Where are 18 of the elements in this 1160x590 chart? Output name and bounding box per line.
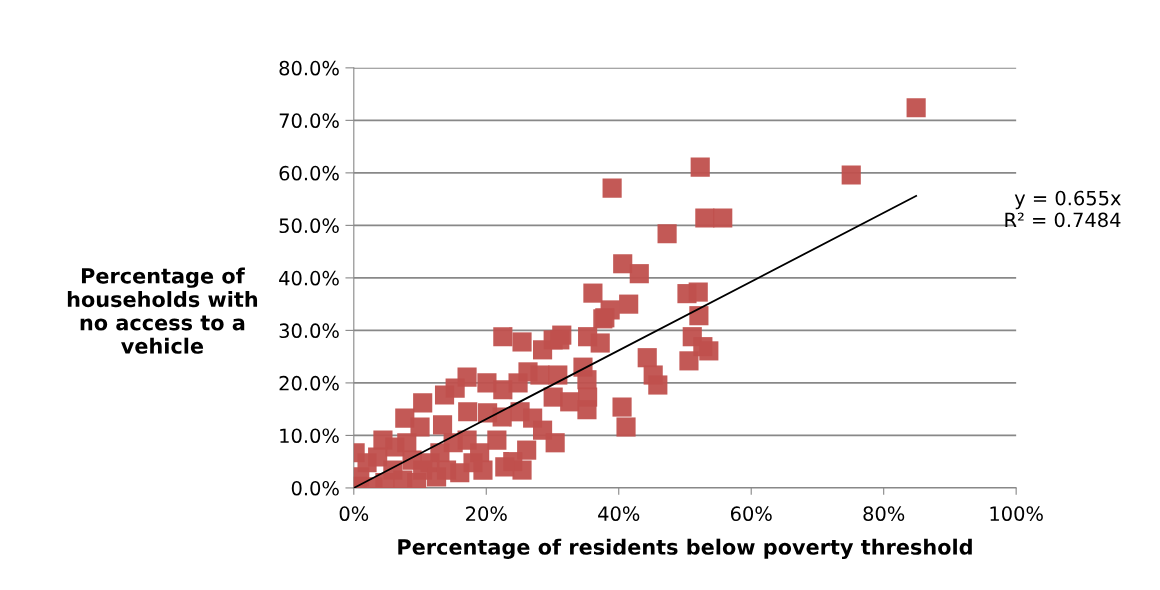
y-tick-label: 80.0% [279, 60, 339, 76]
y-tick-label: 20.0% [279, 375, 339, 391]
y-tick-label: 40.0% [279, 270, 339, 286]
x-tick-label: 40% [598, 506, 640, 522]
y-tick-label: 10.0% [280, 428, 339, 444]
x-tick-label: 0% [339, 506, 369, 522]
y-tick-label: 60.0% [279, 165, 339, 181]
y-tick-label: 0.0% [291, 480, 339, 496]
annotation: y = 0.655x R² = 0.7484 [1005, 190, 1121, 228]
y-tick-label: 50.0% [279, 218, 339, 234]
x-tick-label: 60% [730, 506, 772, 522]
y-tick-label: 30.0% [279, 323, 339, 339]
y-tick-label: 70.0% [279, 113, 339, 129]
x-tick-label: 80% [863, 506, 905, 522]
x-tick-label: 100% [990, 506, 1043, 522]
x-axis-title: Percentage of residents below poverty threshold [398, 538, 972, 560]
x-tick-label: 20% [466, 506, 507, 522]
y-axis-title: Percentage of households with no access to a vehicle [67, 267, 258, 354]
